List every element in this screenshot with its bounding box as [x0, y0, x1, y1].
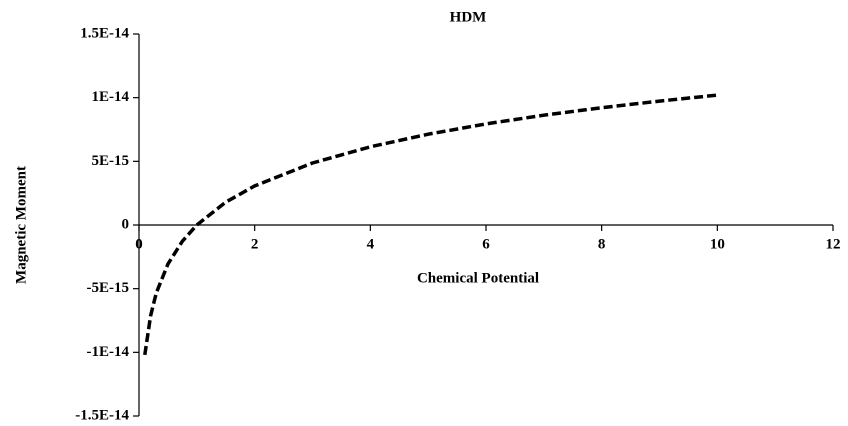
x-tick-label: 4: [367, 236, 375, 252]
y-tick-label: 1E-14: [92, 89, 130, 105]
y-tick-label: -5E-15: [87, 280, 130, 296]
y-axis-label: Magnetic Moment: [13, 166, 29, 284]
x-tick-label: 10: [710, 236, 725, 252]
x-tick-label: 12: [826, 236, 841, 252]
y-tick-label: 5E-15: [92, 153, 130, 169]
x-axis-label: Chemical Potential: [417, 270, 539, 286]
x-tick-label: 6: [482, 236, 490, 252]
data-line: [143, 93, 718, 356]
y-tick-label: -1.5E-14: [75, 407, 129, 423]
chart-title: HDM: [450, 9, 487, 25]
x-tick-label: 8: [598, 236, 606, 252]
y-tick-label: -1E-14: [87, 344, 130, 360]
y-tick-label: 0: [122, 216, 130, 232]
x-tick-label: 2: [251, 236, 259, 252]
x-tick-label: 0: [135, 236, 143, 252]
y-tick-label: 1.5E-14: [80, 25, 129, 41]
